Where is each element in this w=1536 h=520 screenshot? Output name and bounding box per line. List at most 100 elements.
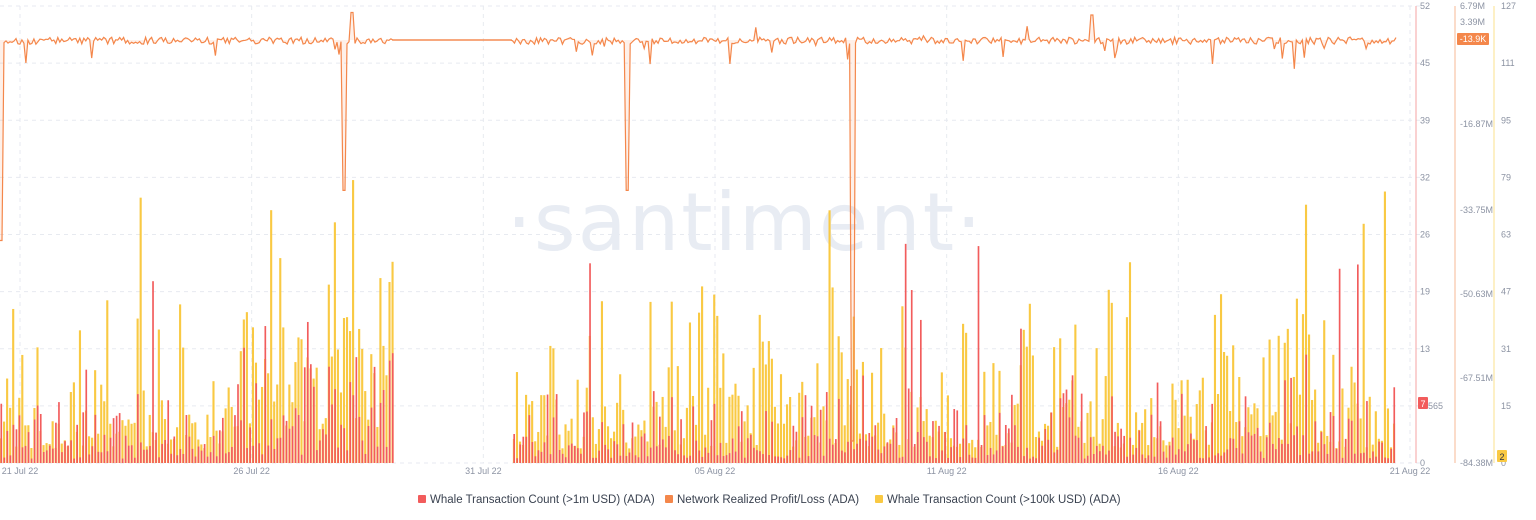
legend-swatch[interactable]: [875, 495, 883, 503]
bar-whale-100k: [1238, 377, 1241, 463]
bar-whale-100k: [1101, 419, 1104, 463]
bar-whale-100k: [594, 443, 597, 463]
bar-whale-100k: [1092, 436, 1095, 463]
bar-whale-100k: [1128, 262, 1132, 463]
bar-whale-1m: [346, 450, 349, 463]
bar-whale-100k: [1223, 352, 1226, 463]
bar-whale-1m: [1089, 437, 1092, 463]
bar-whale-1m: [923, 437, 925, 463]
bar-whale-100k: [12, 308, 15, 463]
bar-whale-1m: [1117, 436, 1119, 463]
bar-whale-100k: [342, 318, 346, 463]
bar-whale-100k: [789, 396, 792, 463]
bar-whale-1m: [376, 446, 379, 463]
bar-whale-1m: [619, 455, 622, 463]
bar-whale-1m: [1184, 451, 1186, 463]
bar-whale-100k: [779, 374, 783, 463]
legend-swatch[interactable]: [665, 495, 673, 503]
legend[interactable]: Whale Transaction Count (>1m USD) (ADA) N…: [418, 494, 1121, 506]
bar-whale-100k: [288, 384, 291, 463]
bar-whale-1m: [968, 454, 971, 463]
bar-whale-100k: [21, 354, 24, 463]
bar-whale-100k: [828, 210, 831, 463]
bar-whale-1m: [1068, 417, 1071, 463]
bar-whale-1m: [1008, 428, 1010, 463]
bar-whale-1m: [133, 457, 136, 463]
bar-whale-1m: [935, 458, 937, 463]
bar-whale-100k: [549, 345, 552, 463]
bar-whale-100k: [1274, 411, 1277, 463]
bar-whale-1m: [555, 394, 558, 463]
bar-whale-100k: [267, 373, 270, 463]
bar-whale-1m: [12, 424, 15, 463]
tick-label-y3: 63: [1501, 230, 1511, 240]
bar-whale-1m: [58, 402, 60, 463]
bar-whale-1m: [877, 449, 880, 463]
bar-whale-100k: [88, 436, 91, 463]
bar-whale-100k: [649, 301, 652, 463]
bar-whale-100k: [552, 348, 555, 463]
bar-whale-100k: [734, 383, 737, 463]
bar-whale-1m: [1226, 449, 1229, 463]
bar-whale-1m: [212, 435, 215, 463]
bar-whale-1m: [537, 450, 540, 463]
bar-whale-1m: [173, 436, 176, 463]
bar-whale-100k: [148, 414, 151, 463]
bar-whale-1m: [901, 456, 904, 463]
bar-whale-1m: [944, 431, 946, 463]
bar-whale-1m: [1004, 424, 1007, 463]
bar-whale-1m: [231, 446, 233, 463]
bar-whale-1m: [1174, 454, 1177, 463]
legend-item-label[interactable]: Whale Transaction Count (>1m USD) (ADA): [430, 494, 655, 506]
legend-swatch[interactable]: [418, 495, 426, 503]
bar-whale-100k: [1034, 436, 1037, 463]
bar-whale-1m: [15, 429, 18, 463]
bar-whale-1m: [1062, 393, 1065, 463]
bar-whale-100k: [1304, 204, 1308, 463]
bar-whale-100k: [297, 337, 300, 463]
bar-whale-1m: [1126, 456, 1129, 463]
bar-whale-1m: [1205, 426, 1207, 463]
bar-whale-1m: [649, 447, 652, 463]
tick-label-x: 31 Jul 22: [465, 466, 502, 476]
bar-whale-1m: [1059, 398, 1062, 463]
bar-whale-100k: [276, 384, 279, 463]
bar-whale-1m: [1299, 455, 1302, 463]
bar-whale-100k: [352, 180, 355, 463]
bar-whale-100k: [282, 327, 285, 463]
bar-whale-1m: [795, 431, 798, 463]
tick-label-y1: 26: [1420, 230, 1430, 240]
profit-loss-line: [0, 11, 1397, 442]
bar-whale-1m: [1360, 453, 1362, 463]
bar-whale-100k: [1323, 320, 1326, 463]
tick-label-y2: -33.75M: [1460, 205, 1493, 215]
bar-whale-1m: [328, 366, 330, 463]
bar-whale-100k: [883, 413, 886, 463]
bar-whale-1m: [1344, 438, 1347, 463]
tick-label-y2: 6.79M: [1460, 1, 1485, 11]
bar-whale-100k: [182, 347, 185, 463]
bar-whale-1m: [725, 455, 728, 463]
legend-item-label[interactable]: Network Realized Profit/Loss (ADA): [677, 494, 859, 506]
bar-whale-1m: [731, 438, 734, 463]
bar-whale-100k: [1135, 412, 1138, 463]
bar-whale-1m: [853, 449, 855, 463]
tick-label-y3: 31: [1501, 344, 1511, 354]
bar-whale-1m: [631, 422, 634, 463]
bar-whale-100k: [69, 392, 72, 463]
bar-whale-1m: [1086, 455, 1089, 463]
legend-item-label[interactable]: Whale Transaction Count (>100k USD) (ADA…: [887, 494, 1121, 506]
bar-whale-100k: [846, 379, 849, 463]
bar-whale-1m: [677, 454, 679, 463]
bar-whale-100k: [1298, 394, 1302, 463]
bar-whale-1m: [203, 444, 206, 463]
bar-whale-1m: [822, 455, 825, 463]
bar-whale-1m: [337, 447, 339, 463]
bar-whale-1m: [938, 425, 940, 463]
bar-whale-100k: [1177, 428, 1180, 463]
bar-whale-1m: [1123, 435, 1125, 463]
bar-whale-1m: [391, 353, 394, 463]
bar-whale-100k: [121, 420, 124, 463]
bar-whale-1m: [610, 457, 613, 463]
bar-whale-1m: [543, 442, 546, 463]
